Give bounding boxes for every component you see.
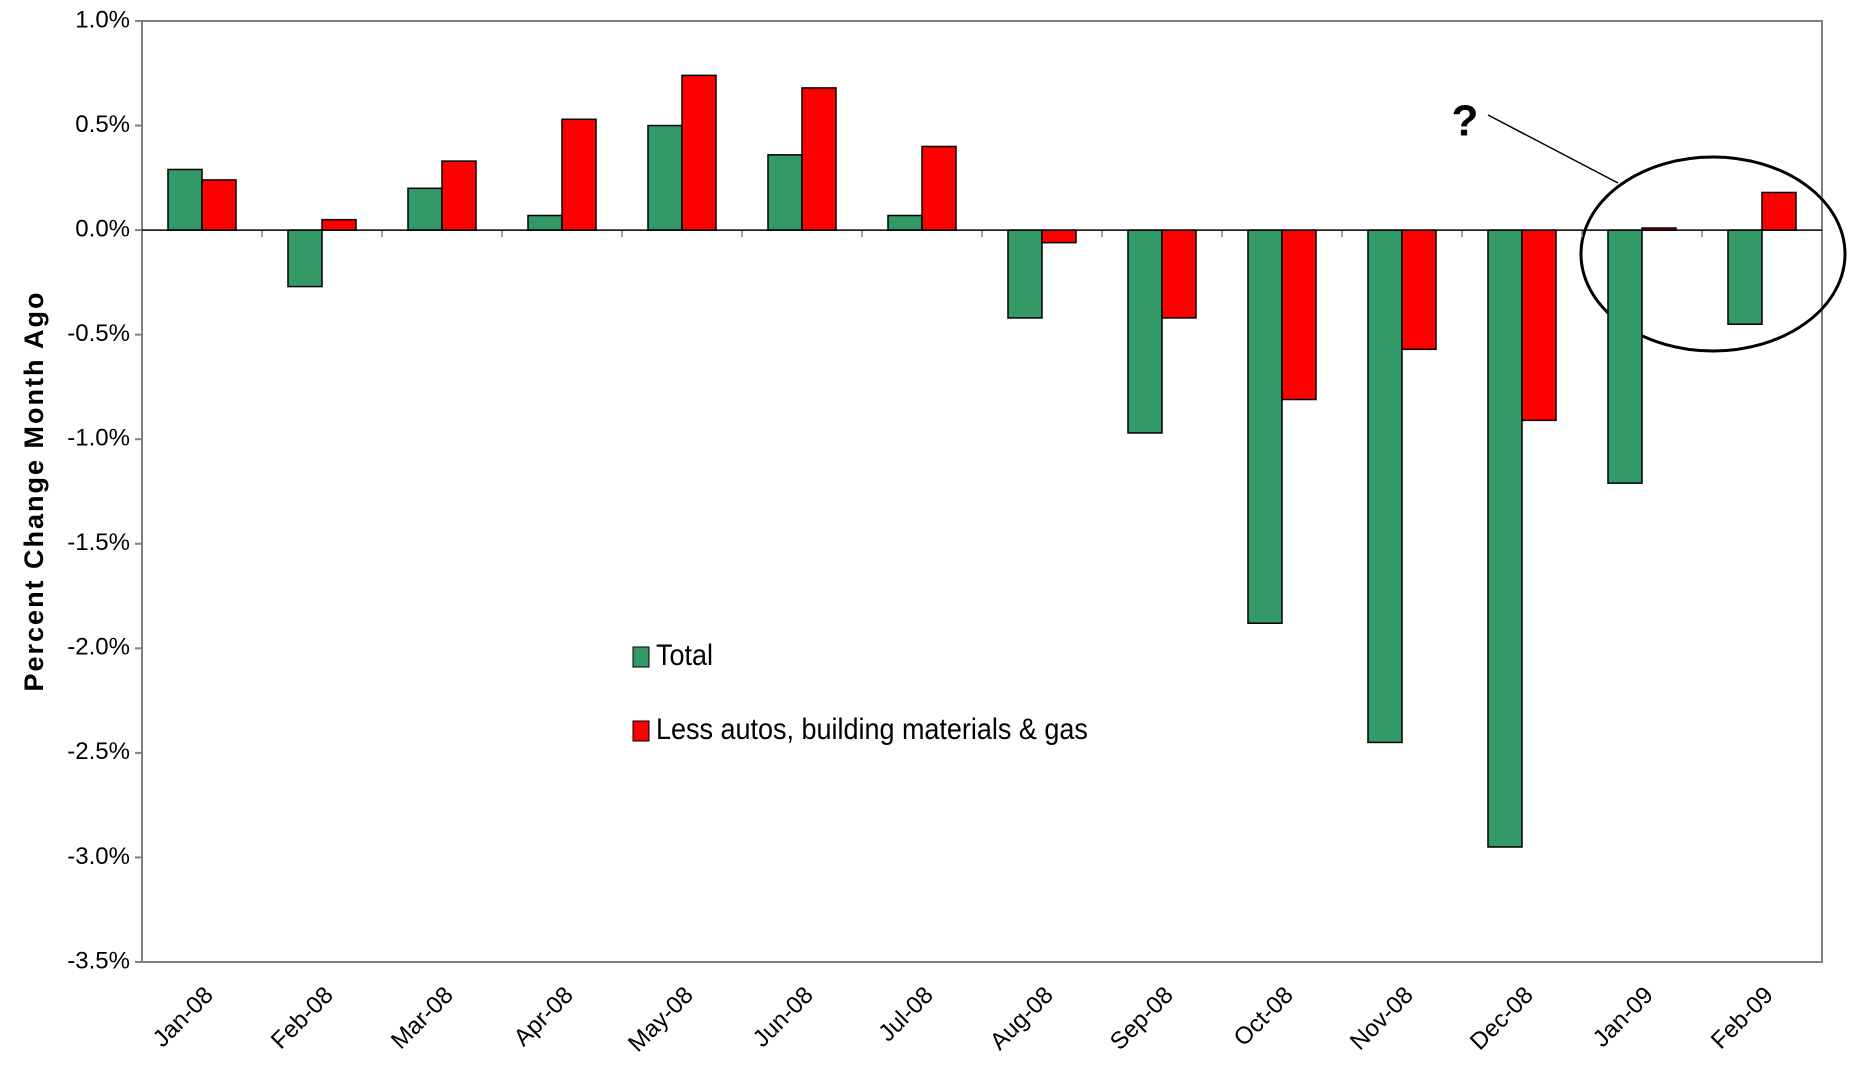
bar — [1607, 229, 1643, 484]
bar — [1487, 229, 1523, 848]
x-tick-label: Feb-08 — [266, 982, 339, 1055]
annotation: ? — [1452, 97, 1479, 146]
bar — [1007, 229, 1043, 319]
bar — [1127, 229, 1163, 434]
x-tick-label: Jan-09 — [1588, 982, 1659, 1053]
x-tick-label: Aug-08 — [985, 982, 1059, 1056]
bar — [1367, 229, 1403, 744]
bar — [1281, 229, 1317, 401]
y-tick-label: -1.5% — [67, 529, 130, 556]
y-tick-label: 0.5% — [75, 111, 130, 138]
bar — [801, 87, 837, 231]
bar — [1401, 229, 1437, 351]
x-tick-label: Jan-08 — [148, 982, 219, 1053]
x-tick-label: Oct-08 — [1229, 982, 1299, 1052]
legend-swatch — [632, 720, 650, 742]
bar — [921, 145, 957, 231]
x-tick-label: Jun-08 — [748, 982, 819, 1053]
x-tick-label: Sep-08 — [1105, 982, 1179, 1056]
y-tick-label: 0.0% — [75, 215, 130, 242]
plot-frame — [141, 20, 1823, 963]
bar — [287, 229, 323, 288]
bar — [167, 168, 203, 231]
bar — [441, 160, 477, 231]
bar — [321, 218, 357, 231]
y-axis-label: Percent Change Month Ago — [19, 290, 49, 691]
bar — [1521, 229, 1557, 422]
y-tick-label: -2.5% — [67, 738, 130, 765]
y-tick-label: -3.0% — [67, 843, 130, 870]
y-tick-label: -1.0% — [67, 425, 130, 452]
y-tick-label: -3.5% — [67, 947, 130, 974]
highlight-ellipse — [1579, 155, 1847, 353]
bar — [1247, 229, 1283, 624]
y-tick-label: 1.0% — [75, 6, 130, 33]
bar — [561, 118, 597, 231]
bar — [407, 187, 443, 231]
legend-swatch — [632, 646, 650, 668]
bar — [1761, 191, 1797, 231]
bar — [527, 214, 563, 231]
x-tick-label: Feb-09 — [1706, 982, 1779, 1055]
y-tick-label: -0.5% — [67, 320, 130, 347]
x-tick-label: Apr-08 — [509, 982, 579, 1052]
bar — [767, 154, 803, 231]
legend-label: Less autos, building materials & gas — [656, 713, 1088, 747]
x-tick-label: Nov-08 — [1345, 982, 1419, 1056]
bar — [1727, 229, 1763, 325]
bar — [647, 124, 683, 231]
y-tick-label: -2.0% — [67, 634, 130, 661]
bar — [681, 74, 717, 231]
legend-label: Total — [656, 639, 713, 673]
x-tick-label: Dec-08 — [1465, 982, 1539, 1056]
bar — [1161, 229, 1197, 319]
x-tick-label: Mar-08 — [386, 982, 459, 1055]
bar — [887, 214, 923, 231]
x-tick-label: May-08 — [623, 982, 699, 1058]
callout-line — [1487, 114, 1619, 184]
bar — [1041, 229, 1077, 244]
x-tick-label: Jul-08 — [873, 982, 938, 1047]
bar — [201, 179, 237, 231]
